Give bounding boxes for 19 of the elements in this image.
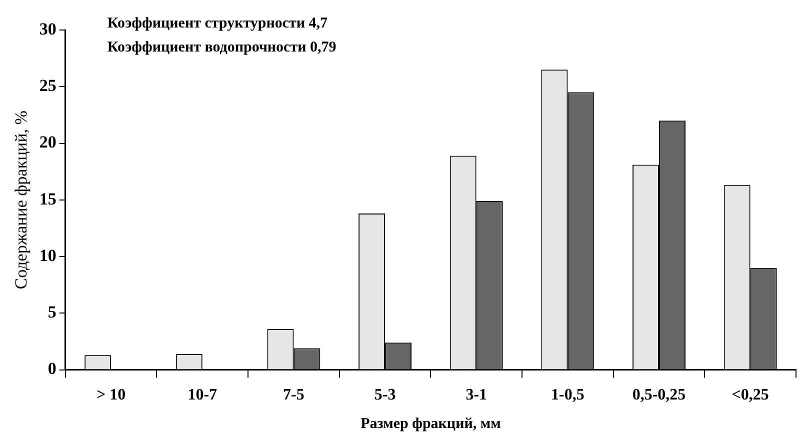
y-tick-label: 25 <box>39 76 56 96</box>
y-tick-label: 20 <box>39 132 56 152</box>
y-tick-label: 15 <box>39 189 56 208</box>
x-tick-label: 3-1 <box>466 386 488 404</box>
y-tick-label: 10 <box>39 246 56 265</box>
y-tick-label: 0 <box>48 359 56 378</box>
y-tick-label: 5 <box>48 302 56 322</box>
x-tick-label: 0,5-0,25 <box>632 386 686 404</box>
annotation: Коэффициент структурности 4,7 <box>107 15 328 32</box>
x-tick-label: 7-5 <box>283 386 304 404</box>
x-tick-label: > 10 <box>96 386 126 404</box>
x-axis-title: Размер фракций, мм <box>360 416 501 432</box>
y-tick-label: 30 <box>39 19 56 38</box>
annotation: Коэффициент водопрочности 0,79 <box>107 39 336 56</box>
x-tick-label: 10-7 <box>188 386 218 404</box>
x-tick-label: 5-3 <box>374 386 396 404</box>
y-axis-title: Содержание фракций, % <box>12 110 31 290</box>
x-tick-label: <0,25 <box>732 386 769 404</box>
x-tick-label: 1-0,5 <box>551 386 584 404</box>
